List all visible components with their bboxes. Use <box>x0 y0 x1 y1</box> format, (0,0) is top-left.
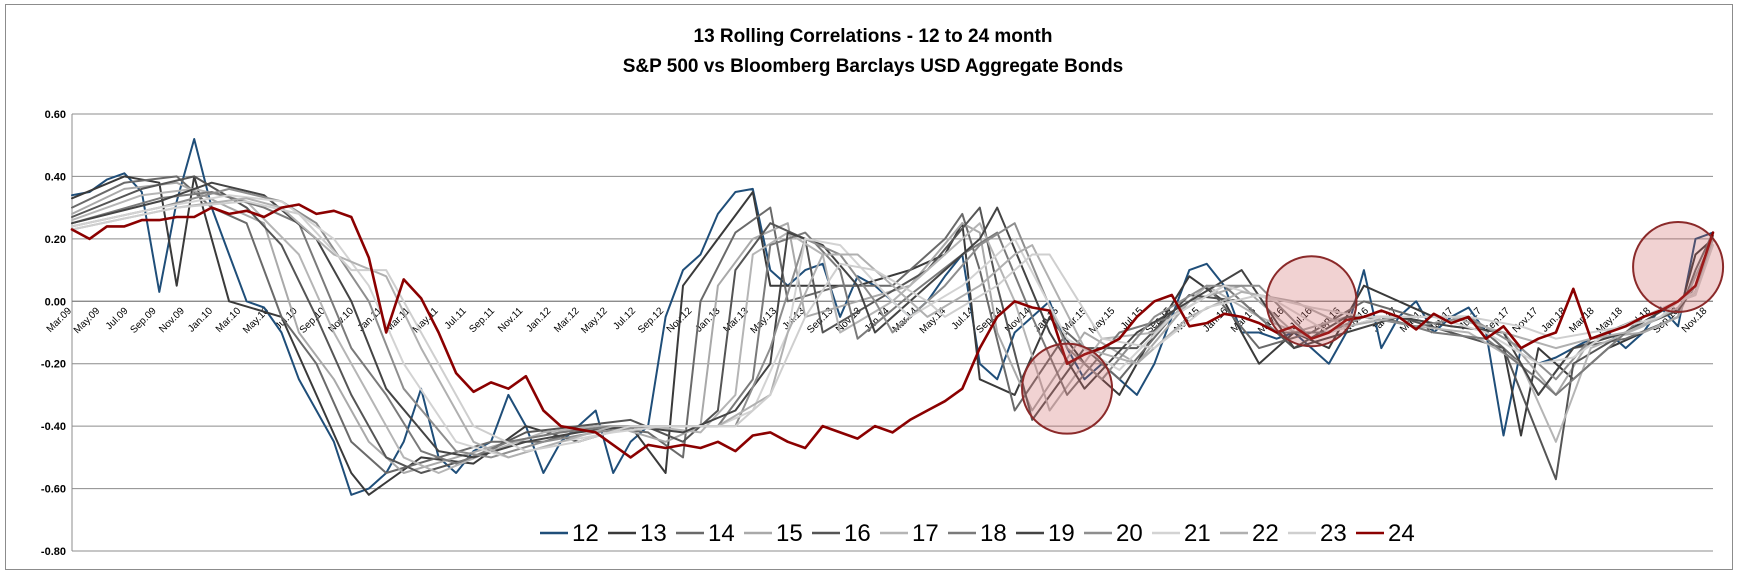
x-tick-label: Mar.18 <box>1567 305 1597 335</box>
y-tick-label: -0.80 <box>41 546 66 558</box>
legend-label-12: 12 <box>572 520 599 547</box>
legend-label-16: 16 <box>844 520 871 547</box>
highlight-circle <box>1265 255 1358 348</box>
x-tick-label: Jan.10 <box>186 305 215 334</box>
chart-title: 13 Rolling Correlations - 12 to 24 month <box>693 26 1053 47</box>
legend-label-23: 23 <box>1320 520 1347 547</box>
x-tick-label: Sep.09 <box>129 305 159 335</box>
y-tick-label: -0.60 <box>41 484 66 496</box>
series-line-22 <box>71 197 1714 459</box>
x-tick-label: May.09 <box>72 305 103 336</box>
chart-subtitle: S&P 500 vs Bloomberg Barclays USD Aggreg… <box>622 56 1124 77</box>
x-tick-label: Nov.09 <box>157 305 187 335</box>
legend-label-21: 21 <box>1184 520 1211 547</box>
y-tick-label: 0.60 <box>45 109 66 121</box>
x-tick-label: Mar.10 <box>214 305 244 335</box>
legend-label-18: 18 <box>980 520 1007 547</box>
x-tick-label: Mar.09 <box>45 305 75 335</box>
legend-label-20: 20 <box>1116 520 1143 547</box>
series-line-23 <box>71 200 1714 453</box>
x-tick-label: Mar.12 <box>552 305 582 335</box>
legend-label-14: 14 <box>708 520 735 547</box>
highlight-circle <box>1632 220 1725 313</box>
x-tick-label: Jan.12 <box>524 305 553 334</box>
series-line-21 <box>71 194 1714 459</box>
x-tick-label: Sep.11 <box>467 305 497 335</box>
highlight-circle <box>1021 342 1114 435</box>
legend-label-17: 17 <box>912 520 939 547</box>
y-tick-label: -0.20 <box>41 359 66 371</box>
x-tick-label: Jul.12 <box>611 305 638 332</box>
x-tick-label: May.12 <box>579 305 610 336</box>
x-tick-label: Nov.11 <box>496 305 525 334</box>
legend-label-24: 24 <box>1388 520 1415 547</box>
x-tick-label: Nov.10 <box>326 305 356 335</box>
x-tick-label: Sep.12 <box>636 305 666 335</box>
y-tick-label: 0.20 <box>45 234 66 246</box>
y-tick-label: -0.40 <box>41 421 66 433</box>
legend-label-19: 19 <box>1048 520 1075 547</box>
legend-label-13: 13 <box>640 520 667 547</box>
series-line-24 <box>70 203 1715 459</box>
x-tick-label: Jul.09 <box>104 305 131 332</box>
y-tick-label: 0.00 <box>45 296 66 308</box>
chart-frame <box>5 4 1733 570</box>
y-tick-label: 0.40 <box>45 171 66 183</box>
legend-label-22: 22 <box>1252 520 1279 547</box>
x-tick-label: Jul.11 <box>443 305 469 331</box>
legend-label-15: 15 <box>776 520 803 547</box>
